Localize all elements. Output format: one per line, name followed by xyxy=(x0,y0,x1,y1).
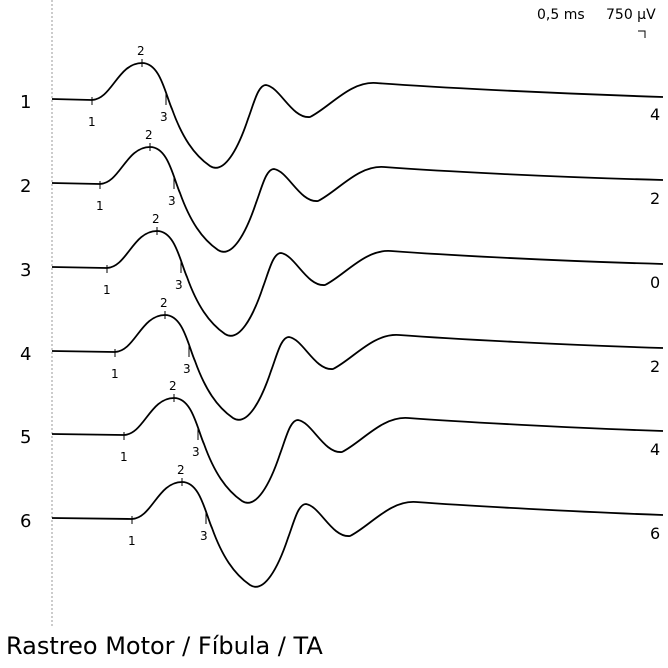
scale-corner-icon xyxy=(638,30,646,38)
trace-label-3: 3 xyxy=(20,260,31,281)
trace-right-value-4: 2 xyxy=(650,357,660,376)
trace-line-1 xyxy=(51,62,664,169)
trace-line-5 xyxy=(51,397,664,504)
marker-label-3: 3 xyxy=(160,110,168,124)
trace-right-value-6: 6 xyxy=(650,524,660,543)
amplitude-scale-label: 750 µV xyxy=(606,7,656,23)
marker-label-1: 1 xyxy=(103,283,111,297)
marker-label-1: 1 xyxy=(120,450,128,464)
trace-right-value-2: 2 xyxy=(650,189,660,208)
marker-label-1: 1 xyxy=(88,115,96,129)
trace-line-3 xyxy=(51,230,664,337)
marker-label-2: 2 xyxy=(137,44,145,58)
marker-label-2: 2 xyxy=(160,296,168,310)
trace-label-6: 6 xyxy=(20,511,31,532)
trace-label-4: 4 xyxy=(20,344,31,365)
marker-label-2: 2 xyxy=(169,379,177,393)
trace-line-6 xyxy=(51,481,664,588)
chart-caption: Rastreo Motor / Fíbula / TA xyxy=(6,632,323,660)
trace-label-5: 5 xyxy=(20,427,31,448)
trace-line-4 xyxy=(51,314,664,421)
trace-right-value-5: 4 xyxy=(650,440,660,459)
marker-label-2: 2 xyxy=(152,212,160,226)
trace-label-2: 2 xyxy=(20,176,31,197)
marker-label-3: 3 xyxy=(192,445,200,459)
trace-right-value-3: 0 xyxy=(650,273,660,292)
trace-right-value-1: 4 xyxy=(650,105,660,124)
marker-label-2: 2 xyxy=(177,463,185,477)
trace-line-2 xyxy=(51,146,664,253)
marker-label-3: 3 xyxy=(183,362,191,376)
marker-label-3: 3 xyxy=(200,529,208,543)
marker-label-3: 3 xyxy=(168,194,176,208)
marker-label-1: 1 xyxy=(111,367,119,381)
marker-label-1: 1 xyxy=(128,534,136,548)
marker-label-3: 3 xyxy=(175,278,183,292)
trace-label-1: 1 xyxy=(20,92,31,113)
marker-label-1: 1 xyxy=(96,199,104,213)
time-scale-label: 0,5 ms xyxy=(537,7,585,23)
marker-label-2: 2 xyxy=(145,128,153,142)
